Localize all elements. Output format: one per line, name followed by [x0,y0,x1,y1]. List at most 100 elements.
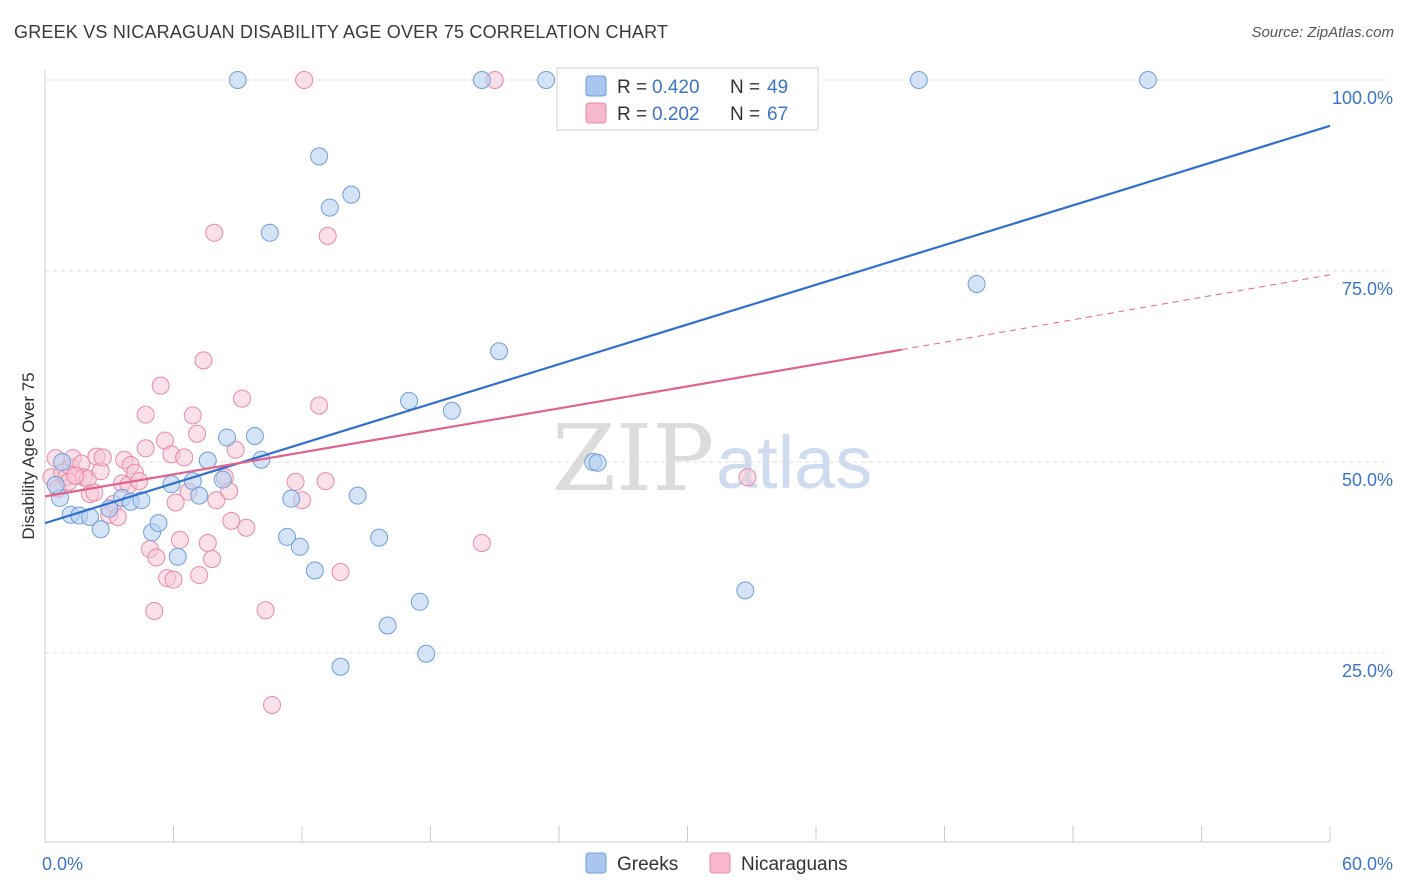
nicaraguans-trend-extension [901,274,1331,351]
nicaraguans-point [203,550,222,569]
nicaraguans-point [190,566,209,585]
legend-n-label: N = [730,77,760,98]
greeks-point [410,592,429,611]
chart-title: GREEK VS NICARAGUAN DISABILITY AGE OVER … [14,22,669,42]
greeks-point [53,453,72,471]
greeks-point [132,491,151,510]
bottom-legend-greeks: Greeks [617,854,678,875]
nicaraguans-point [164,570,183,589]
greeks-point [290,537,309,556]
nicaraguans-points [42,71,757,714]
nicaraguans-point [472,533,491,552]
x-tick-label: 0.0% [42,854,83,874]
nicaraguans-point [331,563,350,582]
y-tick-label: 75.0% [1342,279,1393,299]
greeks-point [490,342,509,361]
y-tick-label: 100.0% [1332,88,1393,108]
greeks-point [168,547,187,566]
nicaraguans-point [65,466,84,485]
greeks-point [417,644,436,663]
legend-r-label: R = [617,104,647,125]
legend-r-value-nicaraguans: 0.202 [652,104,700,125]
nicaraguans-point [183,406,202,425]
nicaraguans-point [263,695,282,714]
bottom-legend: Greeks Nicaraguans [585,852,848,875]
legend-r-label: R = [617,77,647,98]
nicaraguans-point [194,351,213,370]
greeks-point [370,528,389,547]
nicaraguans-point [738,468,757,487]
greeks-point [331,657,350,676]
nicaraguans-point [207,491,226,510]
greeks-point [190,486,209,505]
y-tick-label: 25.0% [1342,661,1393,681]
greeks-point [342,185,361,204]
greeks-point [400,391,419,410]
grid-lines [45,79,1390,654]
nicaraguans-point [136,405,155,424]
greeks-point [282,489,301,508]
nicaraguans-point [198,533,217,552]
nicaraguans-point [237,518,256,537]
nicaraguans-point [145,601,164,620]
nicaraguans-point [222,511,241,530]
nicaraguans-point [170,530,189,549]
nicaraguans-point [226,440,245,459]
nicaraguans-point [295,71,314,89]
greeks-point [228,71,247,89]
watermark-zip: ZIP [552,405,714,512]
source-label: Source: ZipAtlas.com [1251,24,1394,41]
nicaraguans-point [93,448,112,467]
nicaraguans-point [256,601,275,620]
bottom-legend-swatch-nicaraguans [709,852,731,874]
legend-swatch-greeks [585,75,607,97]
greeks-point [213,470,232,489]
nicaraguans-point [316,472,335,491]
greeks-point [305,561,324,580]
nicaraguans-point [147,548,166,567]
greeks-point [1138,71,1157,89]
greeks-point [245,427,264,446]
greeks-point [537,71,556,89]
greeks-point [46,475,65,494]
greeks-point [472,71,491,89]
greeks-point [149,514,168,533]
greeks-point [588,453,607,472]
nicaraguans-point [151,376,170,395]
bottom-legend-swatch-greeks [585,852,607,874]
greeks-point [378,616,397,635]
nicaraguans-point [175,448,194,467]
greeks-point [736,581,755,600]
y-axis-label: Disability Age Over 75 [19,372,38,539]
bottom-legend-nicaraguans: Nicaraguans [741,854,848,875]
greeks-trend-line [44,124,1331,525]
nicaraguans-trend-line [44,348,902,498]
legend-box: R = 0.420 N = 49 R = 0.202 N = 67 [556,67,819,131]
x-tick-label: 60.0% [1342,854,1393,874]
axes [44,70,1331,843]
legend-n-value-greeks: 49 [767,77,788,98]
legend-swatch-nicaraguans [585,102,607,124]
legend-n-value-nicaraguans: 67 [767,104,788,125]
nicaraguans-point [318,226,337,245]
greeks-point [91,520,110,539]
legend-r-value-greeks: 0.420 [652,77,700,98]
greeks-point [348,486,367,505]
nicaraguans-point [286,472,305,491]
nicaraguans-point [233,389,252,408]
greeks-point [218,428,237,447]
greeks-point [967,274,986,293]
trend-lines [44,124,1331,525]
y-tick-label: 50.0% [1342,470,1393,490]
tick-labels: 25.0% 50.0% 75.0% 100.0% 0.0% 60.0% [42,88,1393,874]
greeks-point [260,223,279,242]
greeks-point [320,198,339,217]
nicaraguans-point [310,396,329,415]
greeks-point [909,71,928,89]
nicaraguans-point [188,424,207,443]
nicaraguans-point [136,439,155,458]
legend-n-label: N = [730,104,760,125]
greeks-point [278,527,297,546]
greeks-points [46,71,1157,676]
